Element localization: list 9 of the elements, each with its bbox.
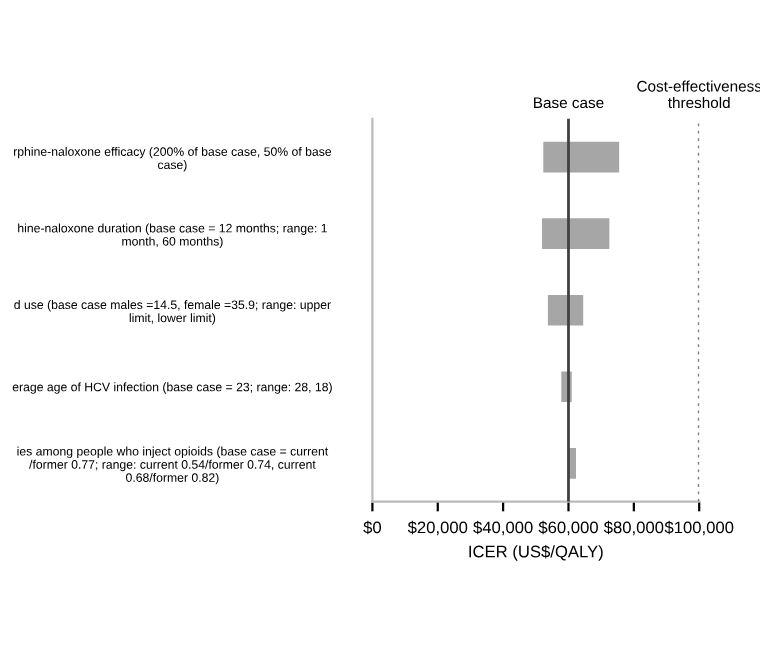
x-tick-label: $100,000 (664, 520, 734, 536)
x-tick-label: $80,000 (603, 520, 664, 536)
bar (542, 218, 610, 249)
x-tick-label: $0 (363, 520, 382, 535)
bar (543, 141, 620, 173)
x-tick-label: $60,000 (538, 520, 598, 536)
x-tick-label: $40,000 (473, 520, 533, 536)
x-tick-label: $20,000 (407, 520, 468, 536)
x-axis-title: ICER (US$/QALY) (469, 544, 603, 561)
